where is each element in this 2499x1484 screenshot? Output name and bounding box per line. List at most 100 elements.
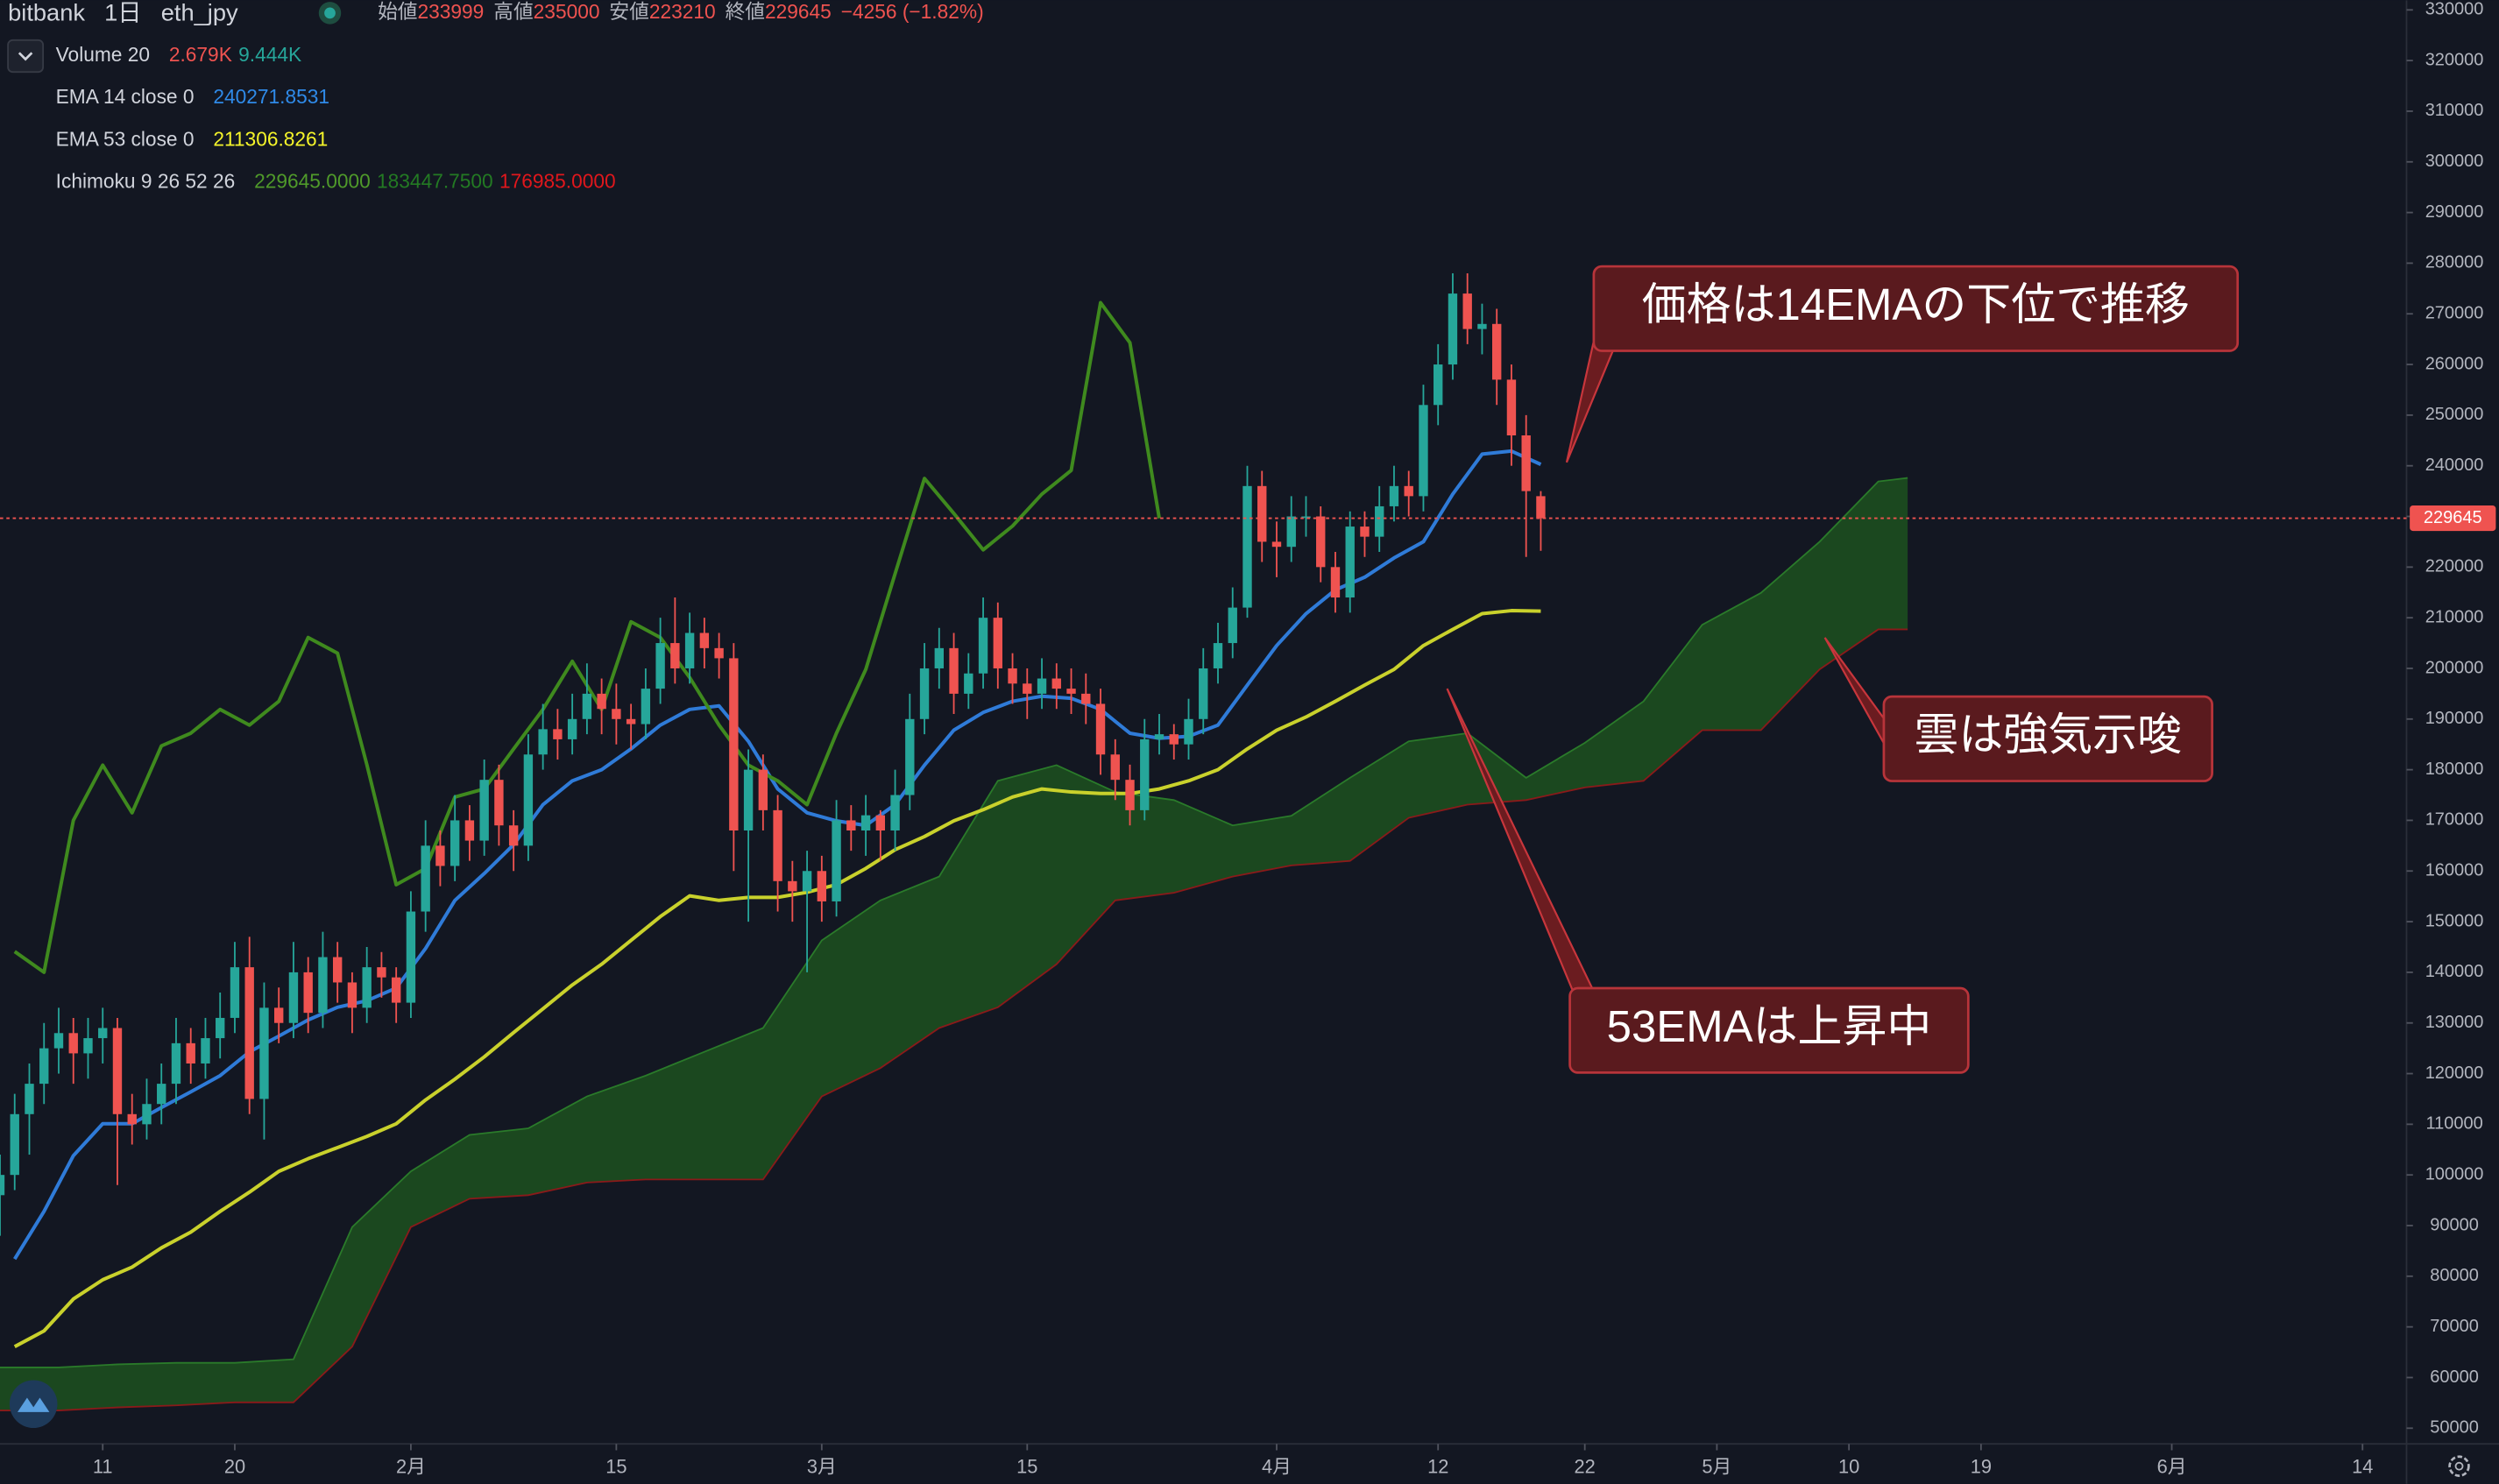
- candle-body: [626, 718, 636, 724]
- candle-body: [934, 647, 944, 668]
- candle-body: [1301, 516, 1311, 519]
- overlay: 価格は14EMAの下位で推移 雲は強気示唆 53EMAは上昇中 bitbank …: [7, 0, 2470, 1477]
- chevron-icon: [18, 52, 33, 61]
- candle-body: [758, 769, 768, 810]
- candle-body: [729, 658, 739, 831]
- candle-body: [1125, 780, 1135, 810]
- candle-body: [421, 845, 430, 912]
- candle-body: [655, 643, 665, 689]
- candle-body: [919, 668, 930, 719]
- candle-body: [1184, 718, 1193, 745]
- candle-body: [1434, 364, 1443, 406]
- ohlc-label: 終値: [726, 0, 765, 23]
- candle-body: [1140, 738, 1150, 810]
- y-tick-label: 180000: [2425, 760, 2484, 779]
- x-tick-label: 2月: [396, 1455, 426, 1477]
- candle-body: [846, 820, 856, 831]
- candle-body: [978, 618, 988, 674]
- candle-body: [39, 1048, 49, 1085]
- candle-body: [10, 1113, 19, 1176]
- candle-body: [949, 647, 959, 694]
- candle-body: [1242, 485, 1252, 608]
- candle-body: [450, 820, 460, 866]
- candle-body: [684, 632, 695, 668]
- y-tick-label: 300000: [2425, 152, 2484, 171]
- candle-body: [773, 809, 782, 881]
- candle-body: [435, 845, 445, 866]
- candle-body: [699, 632, 710, 648]
- candle-body: [68, 1033, 78, 1054]
- ohlc-label: 始値: [378, 0, 417, 23]
- candle-body: [538, 729, 548, 755]
- candle-body: [1375, 505, 1384, 537]
- symbol: eth_jpy: [161, 0, 238, 26]
- candle-body: [508, 825, 519, 846]
- legend: Volume 20 2.679K 9.444K EMA 14 close 0 24027…: [56, 43, 616, 193]
- x-tick-label: 15: [605, 1455, 627, 1477]
- candle-body: [244, 967, 254, 1099]
- x-tick-label: 19: [1971, 1455, 1992, 1477]
- candle-body: [1023, 683, 1032, 694]
- legend-row: Volume 20 2.679K 9.444K: [56, 43, 301, 66]
- candle-body: [1286, 516, 1296, 548]
- candle-body: [216, 1017, 225, 1039]
- logo[interactable]: [9, 1380, 58, 1429]
- annotation-box: [1592, 265, 2240, 352]
- candle-body: [1448, 293, 1458, 365]
- candle-body: [1506, 379, 1517, 435]
- y-tick-label: 270000: [2425, 304, 2484, 323]
- ohlc-value: 229645: [765, 0, 832, 23]
- y-tick-label: 210000: [2425, 607, 2484, 626]
- candle-body: [1051, 678, 1061, 689]
- candle-body: [1081, 693, 1091, 704]
- x-tick-label: 15: [1016, 1455, 1037, 1477]
- candle-body: [905, 718, 915, 795]
- y-tick-label: 70000: [2430, 1317, 2479, 1336]
- candle-body: [347, 982, 358, 1008]
- x-tick-label: 22: [1575, 1455, 1596, 1477]
- senkou-span-a: [0, 477, 1908, 1368]
- candle-body: [1066, 689, 1076, 694]
- plot-area: [0, 272, 2407, 1411]
- candle-body: [1257, 485, 1267, 542]
- x-tick-label: 5月: [1702, 1455, 1731, 1477]
- logo-icon: [18, 1397, 50, 1412]
- legend-name: Volume 20: [56, 43, 150, 66]
- indicator-line: [13, 449, 1542, 1261]
- legend-value: 229645.0000: [254, 170, 371, 193]
- candle-body: [714, 647, 724, 659]
- ohlc-readout: 始値233999 高値235000 安値223210 終値229645 −4256 (−…: [378, 0, 984, 23]
- status-dot: [324, 7, 336, 19]
- candle-body: [362, 967, 372, 1008]
- candle-body: [1389, 485, 1399, 506]
- candle-body: [318, 957, 328, 1014]
- collapse-button[interactable]: [7, 39, 45, 74]
- last-price-box: [2410, 505, 2496, 532]
- x-tick-label: 10: [1838, 1455, 1859, 1477]
- candle-body: [1536, 496, 1546, 519]
- candle-body: [464, 820, 475, 841]
- candle-body: [964, 673, 973, 694]
- candle-body: [1154, 734, 1165, 739]
- ohlc-label: 安値: [609, 0, 648, 23]
- y-tick-label: 50000: [2430, 1418, 2479, 1438]
- x-tick-label: 11: [93, 1455, 113, 1477]
- candle-body: [186, 1042, 195, 1064]
- y-tick-label: 260000: [2425, 354, 2484, 373]
- candle-body: [523, 754, 534, 846]
- candle-body: [802, 871, 812, 892]
- settings-icon[interactable]: [2448, 1455, 2470, 1477]
- candle-body: [98, 1028, 108, 1039]
- y-tick-label: 240000: [2425, 456, 2484, 475]
- candle-body: [1008, 668, 1017, 684]
- y-tick-label: 120000: [2425, 1064, 2484, 1083]
- y-tick-label: 200000: [2425, 658, 2484, 677]
- legend-name: EMA 53 close 0: [56, 127, 195, 150]
- y-tick-label: 80000: [2430, 1266, 2479, 1285]
- ohlc-label: 高値: [493, 0, 533, 23]
- candle-body: [1271, 541, 1282, 548]
- candle-body: [112, 1028, 123, 1114]
- candle-body: [832, 820, 841, 901]
- candle-body: [201, 1038, 210, 1064]
